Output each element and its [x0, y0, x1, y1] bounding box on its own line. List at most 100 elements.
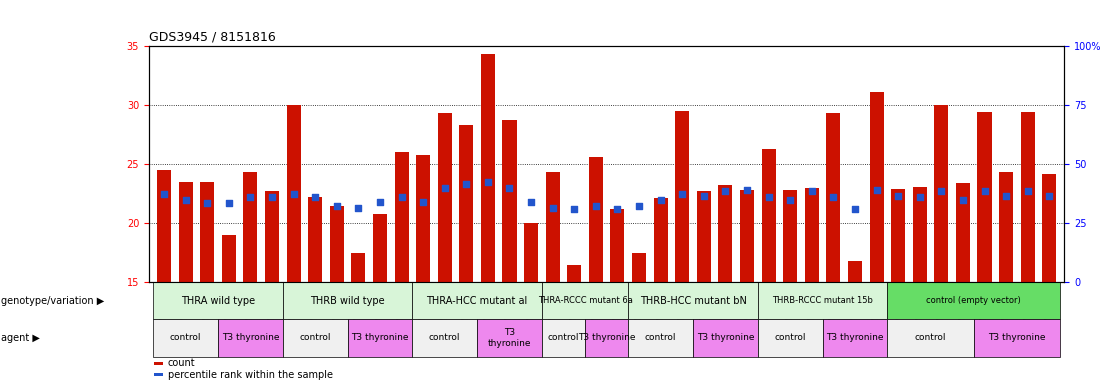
Bar — [999, 172, 1014, 282]
Point — [997, 193, 1015, 199]
Bar — [218, 319, 282, 356]
Point — [458, 181, 475, 187]
Bar — [153, 319, 218, 356]
Point — [695, 193, 713, 199]
Bar — [265, 191, 279, 282]
Bar — [395, 152, 408, 282]
Bar — [413, 282, 542, 319]
Text: T3
thyronine: T3 thyronine — [488, 328, 532, 348]
Bar — [347, 319, 413, 356]
Point — [760, 194, 778, 200]
Bar — [542, 282, 629, 319]
Text: THRA-RCCC mutant 6a: THRA-RCCC mutant 6a — [537, 296, 632, 305]
Bar — [308, 197, 322, 282]
Point — [566, 206, 583, 212]
Point — [846, 206, 864, 212]
Point — [609, 206, 627, 212]
Bar — [740, 190, 754, 282]
Point — [717, 188, 735, 194]
Bar — [718, 185, 732, 282]
Point — [889, 193, 907, 199]
Point — [328, 202, 345, 209]
Point — [264, 194, 281, 200]
Bar — [585, 319, 629, 356]
Bar — [481, 55, 495, 282]
Text: THRA wild type: THRA wild type — [181, 296, 255, 306]
Bar — [697, 191, 710, 282]
Bar — [352, 253, 365, 282]
Point — [781, 197, 799, 203]
Bar — [179, 182, 193, 282]
Point — [415, 199, 432, 205]
Text: T3 thyronine: T3 thyronine — [697, 333, 754, 343]
Bar — [478, 319, 542, 356]
Bar — [758, 282, 887, 319]
Text: T3 thyronine: T3 thyronine — [222, 333, 279, 343]
Point — [911, 194, 929, 200]
Point — [522, 199, 539, 205]
Text: T3 thyronine: T3 thyronine — [988, 333, 1046, 343]
Point — [544, 205, 561, 211]
Text: control: control — [914, 333, 946, 343]
Text: GDS3945 / 8151816: GDS3945 / 8151816 — [149, 30, 276, 43]
Bar — [330, 205, 344, 282]
Point — [393, 194, 410, 200]
Bar — [629, 282, 758, 319]
Bar — [632, 253, 646, 282]
Bar — [934, 105, 949, 282]
Bar — [891, 189, 906, 282]
Point — [1019, 188, 1037, 194]
Bar — [373, 214, 387, 282]
Bar — [805, 188, 818, 282]
Bar — [675, 111, 689, 282]
Text: T3 thyronine: T3 thyronine — [351, 333, 409, 343]
Bar — [282, 319, 347, 356]
Point — [652, 197, 670, 203]
Bar — [546, 172, 559, 282]
Text: THRB-HCC mutant bN: THRB-HCC mutant bN — [640, 296, 747, 306]
Point — [932, 188, 950, 194]
Text: percentile rank within the sample: percentile rank within the sample — [168, 370, 333, 380]
Bar — [222, 235, 236, 282]
Bar — [610, 209, 624, 282]
Bar — [974, 319, 1060, 356]
Bar — [413, 319, 478, 356]
Bar — [848, 261, 861, 282]
Bar — [282, 282, 413, 319]
Bar — [826, 113, 840, 282]
Point — [479, 179, 496, 185]
Bar — [758, 319, 823, 356]
Text: control: control — [645, 333, 676, 343]
Bar — [244, 172, 257, 282]
Bar — [956, 183, 970, 282]
Point — [803, 188, 821, 194]
Bar — [416, 155, 430, 282]
Text: control: control — [299, 333, 331, 343]
Bar — [524, 223, 538, 282]
Bar — [912, 187, 927, 282]
Point — [587, 202, 604, 209]
Point — [219, 200, 237, 206]
Bar — [693, 319, 758, 356]
Text: genotype/variation ▶: genotype/variation ▶ — [1, 296, 105, 306]
Bar — [438, 113, 452, 282]
Point — [436, 185, 453, 191]
Point — [674, 190, 692, 197]
Point — [156, 190, 173, 197]
Point — [630, 202, 647, 209]
Bar — [654, 199, 667, 282]
Bar — [589, 157, 603, 282]
Point — [738, 187, 756, 193]
Bar — [1042, 174, 1057, 282]
Point — [371, 199, 388, 205]
Text: control: control — [548, 333, 579, 343]
Point — [176, 197, 194, 203]
Bar — [869, 92, 884, 282]
Point — [350, 205, 367, 211]
Bar — [542, 319, 585, 356]
Bar — [459, 125, 473, 282]
Text: agent ▶: agent ▶ — [1, 333, 40, 343]
Bar — [887, 282, 1060, 319]
Bar — [157, 170, 171, 282]
Point — [976, 188, 994, 194]
